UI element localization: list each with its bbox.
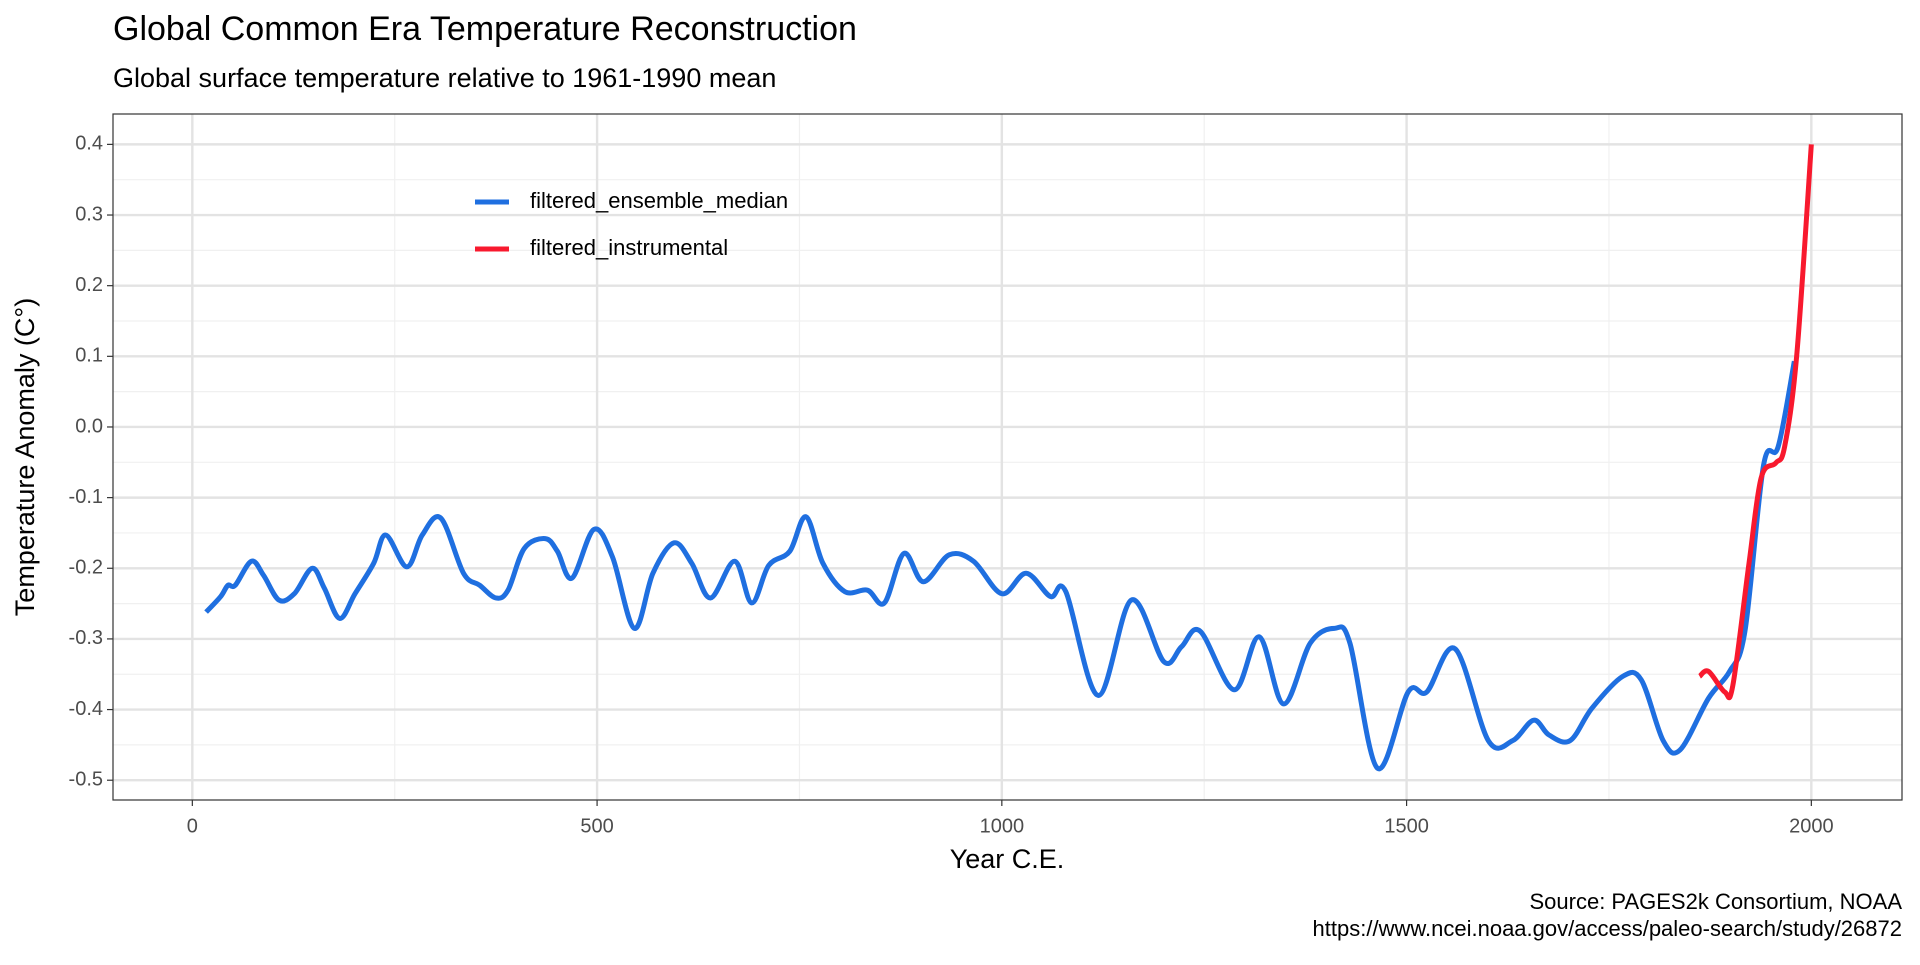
panel-border <box>112 113 1903 801</box>
x-tick-label: 2000 <box>1789 815 1834 837</box>
y-tick-label: 0.3 <box>75 203 103 225</box>
y-tick-label: 0.1 <box>75 345 103 367</box>
x-tick-label: 1000 <box>980 815 1025 837</box>
y-tick-label: 0.4 <box>75 133 103 155</box>
y-tick-label: -0.5 <box>69 768 103 790</box>
chart-title: Global Common Era Temperature Reconstruc… <box>113 10 857 48</box>
x-tick-label: 1500 <box>1384 815 1429 837</box>
y-tick-label: -0.1 <box>69 486 103 508</box>
y-tick-label: -0.4 <box>69 698 103 720</box>
caption: https://www.ncei.noaa.gov/access/paleo-s… <box>1313 916 1902 941</box>
x-axis-title: Year C.E. <box>950 844 1065 874</box>
y-axis-title: Temperature Anomaly (C°) <box>10 298 40 616</box>
series-line <box>204 360 1797 772</box>
y-tick-label: -0.3 <box>69 627 103 649</box>
y-tick-label: 0.2 <box>75 274 103 296</box>
legend-label: filtered_instrumental <box>530 235 728 260</box>
y-tick-label: 0.0 <box>75 415 103 437</box>
legend-label: filtered_ensemble_median <box>530 188 788 213</box>
x-tick-label: 500 <box>580 815 613 837</box>
chart-subtitle: Global surface temperature relative to 1… <box>113 63 776 93</box>
series-line <box>1697 144 1814 701</box>
caption: Source: PAGES2k Consortium, NOAA <box>1529 889 1902 914</box>
x-tick-label: 0 <box>187 815 198 837</box>
y-tick-label: -0.2 <box>69 557 103 579</box>
